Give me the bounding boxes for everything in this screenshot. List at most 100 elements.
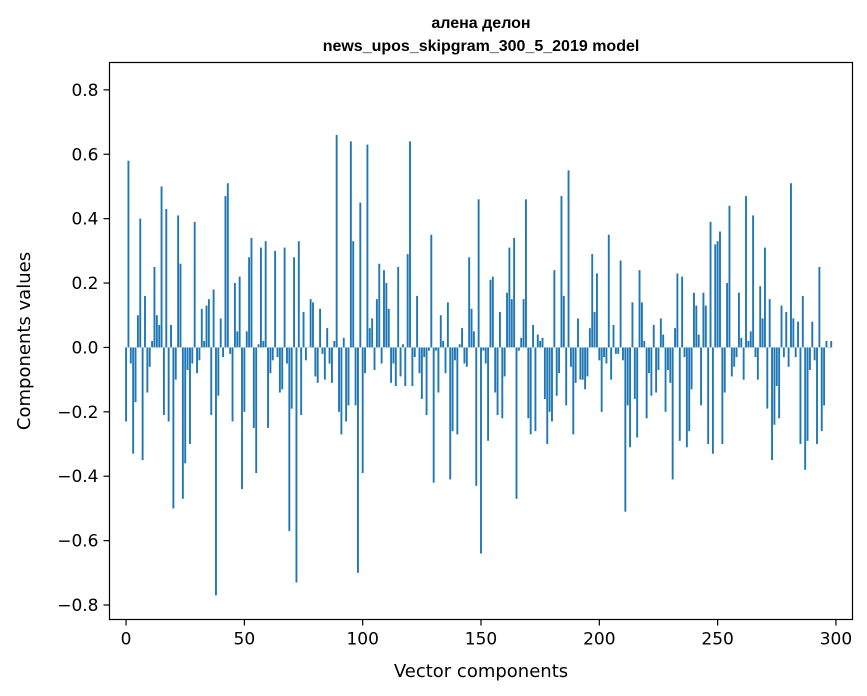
bar (141, 347, 144, 461)
bar (172, 347, 175, 509)
bar (690, 347, 693, 390)
bar (655, 347, 658, 393)
bar (610, 347, 613, 380)
bar (747, 341, 750, 348)
bar (444, 347, 447, 374)
bar (577, 318, 579, 348)
x-axis-ticks: 0 50 100 150 200 250 300 (121, 619, 852, 650)
bar (506, 292, 508, 348)
bar (236, 331, 239, 348)
y-tick-label: −0.2 (57, 403, 98, 423)
bar (643, 341, 646, 348)
y-axis-label: Components values (14, 252, 35, 430)
bar (749, 331, 752, 348)
bar (551, 347, 553, 422)
y-tick-label: 0.2 (71, 274, 98, 294)
bar (309, 299, 312, 348)
bar (496, 347, 499, 416)
bar (716, 241, 719, 348)
y-tick-label: 0.4 (71, 210, 98, 230)
bar (238, 276, 241, 348)
bar (607, 234, 610, 348)
bar (666, 347, 669, 370)
bar (754, 347, 757, 358)
bar (719, 231, 721, 348)
bar (276, 347, 279, 358)
bar (212, 289, 215, 348)
bar (480, 347, 482, 554)
bar (513, 237, 516, 348)
bar (593, 312, 596, 348)
bar (278, 347, 281, 393)
bar (302, 312, 305, 348)
bar (640, 302, 643, 348)
x-tick-label: 150 (465, 630, 497, 650)
bar (662, 334, 665, 348)
x-tick-label: 100 (346, 630, 378, 650)
y-tick-label: −0.4 (57, 467, 98, 487)
bar (442, 341, 445, 348)
bar (416, 295, 419, 348)
bar (349, 141, 352, 348)
bar (707, 347, 710, 445)
bar (811, 321, 814, 348)
bar (286, 347, 288, 364)
bar (515, 347, 518, 499)
bar (510, 299, 513, 348)
bar (697, 334, 700, 348)
bar (775, 347, 778, 387)
bar (735, 347, 738, 358)
bar (491, 276, 494, 348)
bar (134, 347, 137, 403)
bar (300, 347, 303, 416)
bar (423, 347, 426, 358)
bar (752, 215, 755, 348)
bar (721, 347, 724, 445)
bar (198, 347, 201, 361)
bar (780, 305, 783, 348)
bar (387, 308, 390, 348)
bar (588, 328, 591, 348)
bar (494, 347, 497, 393)
bar (127, 160, 130, 348)
bar (714, 244, 717, 348)
bar (314, 347, 317, 377)
bar (799, 347, 802, 445)
bar (633, 347, 636, 399)
bar (472, 331, 475, 348)
bar (243, 347, 246, 412)
bar (709, 221, 712, 348)
bar (241, 347, 243, 490)
bar (645, 347, 648, 419)
bar (771, 347, 773, 461)
bar (648, 347, 650, 374)
bar (825, 341, 828, 348)
bar (669, 347, 672, 383)
bar (217, 347, 220, 396)
bar (295, 347, 298, 583)
bar (461, 328, 464, 348)
bar (364, 347, 366, 374)
bar (766, 347, 769, 409)
bar (652, 324, 655, 348)
y-tick-label: 0.0 (71, 338, 98, 358)
bar (737, 292, 740, 348)
bar (125, 347, 128, 422)
bar (543, 347, 546, 399)
bar (430, 234, 433, 348)
bar (191, 347, 194, 364)
bar (808, 347, 811, 370)
bar (546, 347, 549, 445)
bar (262, 341, 265, 348)
bar (742, 347, 745, 380)
bar (378, 263, 381, 348)
bar (638, 270, 641, 348)
bar (498, 312, 501, 348)
bar (257, 344, 260, 348)
bar (245, 331, 248, 348)
bar (224, 196, 227, 348)
bar (501, 347, 504, 419)
bar (801, 295, 804, 348)
bar (820, 347, 823, 432)
